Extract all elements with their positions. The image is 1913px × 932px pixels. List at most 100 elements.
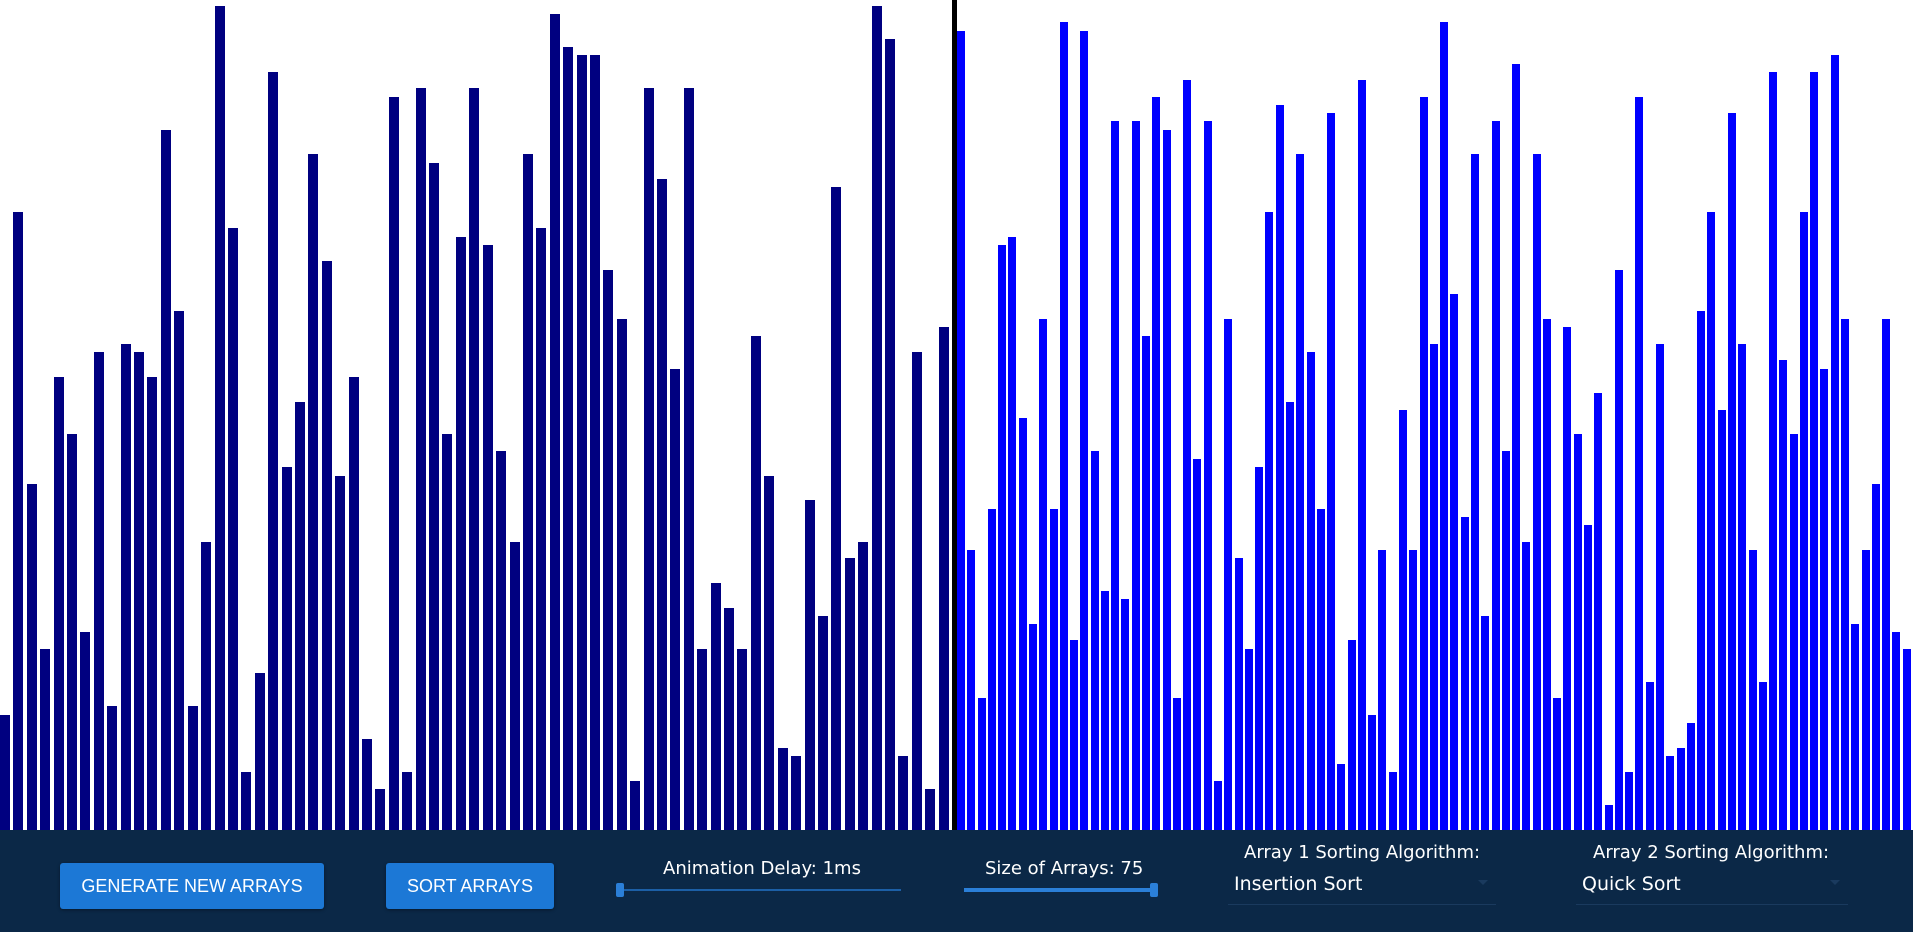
array-bar [536, 228, 547, 830]
array-bar [415, 88, 426, 830]
array-bar [683, 88, 694, 830]
array-bar [603, 270, 614, 830]
array-bar [911, 352, 922, 830]
array-bar [925, 789, 936, 830]
array-bar [1727, 113, 1736, 830]
array-bar [804, 500, 815, 830]
array-bar [791, 756, 802, 830]
array-bar [1686, 723, 1695, 830]
array-bar [214, 6, 225, 830]
array-bar [1779, 360, 1788, 830]
array-bar [1614, 270, 1623, 830]
array-bar [1532, 154, 1541, 830]
array-bar [670, 369, 681, 830]
array-bar [710, 583, 721, 830]
array-bar [1810, 72, 1819, 830]
chevron-down-icon [1830, 880, 1840, 885]
array-bar [1789, 434, 1798, 830]
array-bar [1656, 344, 1664, 830]
array-2-algorithm-select[interactable]: Quick Sort [1576, 870, 1848, 905]
array-bar [1224, 319, 1233, 830]
array-bar [442, 434, 453, 830]
array-bar [1563, 327, 1572, 830]
array-bar [1666, 756, 1675, 830]
array-2-algorithm-value: Quick Sort [1582, 873, 1681, 895]
array-bar [335, 476, 346, 830]
array-bar [254, 673, 265, 830]
array-bar [1213, 781, 1222, 830]
array-bar [1429, 344, 1438, 830]
array-bar [724, 608, 735, 830]
array-bar [1460, 517, 1469, 830]
array-bar [1707, 212, 1716, 830]
sort-arrays-button[interactable]: SORT ARRAYS [386, 863, 554, 909]
array-bar [750, 336, 761, 830]
array-bar [1399, 410, 1408, 830]
generate-new-arrays-button[interactable]: GENERATE NEW ARRAYS [60, 863, 324, 909]
array-bar [1645, 682, 1654, 830]
slider-fill [964, 888, 1154, 892]
array-bar [1152, 97, 1161, 830]
array-bar [388, 97, 399, 830]
array-bar [1162, 130, 1171, 830]
array-bar [482, 245, 493, 830]
array-bar [402, 772, 413, 830]
array-bar [1748, 550, 1757, 830]
array-bar [563, 47, 574, 830]
array-bar [1738, 344, 1747, 830]
array-bar [201, 542, 212, 830]
array-bar [281, 467, 292, 830]
array-bar [1861, 550, 1870, 830]
array-bar [362, 739, 373, 830]
array-bar [1244, 649, 1253, 830]
chevron-down-icon [1478, 880, 1488, 885]
visualization-area [0, 0, 1911, 830]
animation-delay-label: Animation Delay: 1ms [663, 858, 861, 879]
slider-track [616, 889, 901, 891]
array-1-algorithm-select[interactable]: Insertion Sort [1228, 870, 1496, 905]
array-bar [1512, 64, 1521, 830]
array-1-algorithm-label: Array 1 Sorting Algorithm: [1244, 842, 1481, 863]
array-bar [1285, 402, 1294, 830]
array-bar [187, 706, 198, 830]
array-bar [777, 748, 788, 830]
array-bar [737, 649, 748, 830]
array-bar [1121, 599, 1130, 830]
slider-thumb[interactable] [616, 883, 624, 897]
array-bar [1491, 121, 1500, 830]
array-bar [308, 154, 319, 830]
array-bar [1717, 410, 1726, 830]
array-bar [1008, 237, 1017, 830]
array-bar [616, 319, 627, 830]
array-bar [977, 698, 986, 830]
array-bar [455, 237, 466, 830]
array-bar [107, 706, 118, 830]
array-bar [1409, 550, 1418, 830]
slider-thumb[interactable] [1150, 883, 1158, 897]
array-bar [1635, 97, 1644, 830]
array-bar [1265, 212, 1274, 830]
array-bar [967, 550, 976, 830]
array-bar [1830, 55, 1839, 830]
array-bar [1892, 632, 1901, 830]
array-bar [589, 55, 600, 830]
array-bar [1070, 640, 1079, 830]
array-bar [1018, 418, 1027, 830]
array-bar [1183, 80, 1192, 830]
array-bar [1039, 319, 1048, 830]
array-bar [1419, 97, 1428, 830]
array-bar [987, 509, 996, 830]
animation-delay-slider[interactable] [616, 880, 901, 900]
array-bar [1481, 616, 1490, 830]
array-bar [1255, 467, 1264, 830]
array-bar [764, 476, 775, 830]
array-bar [1368, 715, 1377, 830]
array-size-slider[interactable] [964, 880, 1158, 900]
array-bar [1388, 772, 1397, 830]
array-bar [1501, 451, 1510, 830]
array-bar [1111, 121, 1120, 830]
array-bar [1142, 336, 1151, 830]
array-bar [998, 245, 1007, 830]
array-bar [858, 542, 869, 830]
array-bar [549, 14, 560, 830]
